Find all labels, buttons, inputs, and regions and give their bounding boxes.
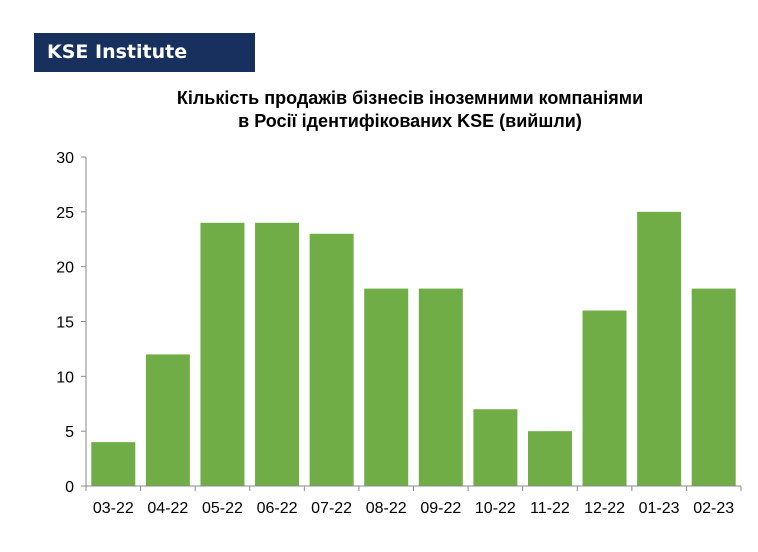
- chart-title-line-2: в Росії ідентифікованих KSE (вийшли): [238, 111, 582, 131]
- bar-01-23: [637, 211, 682, 487]
- bar-09-22: [418, 288, 463, 486]
- x-tick-label-11-22: 11-22: [530, 500, 570, 517]
- bar-07-22: [309, 233, 354, 486]
- x-tick-label-02-23: 02-23: [693, 500, 734, 517]
- bar-06-22: [255, 222, 300, 487]
- bar-11-22: [527, 431, 572, 486]
- chart-title-line-1: Кількість продажів бізнесів іноземними к…: [176, 88, 644, 108]
- bar-05-22: [200, 222, 245, 487]
- chart-title: Кількість продажів бізнесів іноземними к…: [60, 87, 758, 133]
- bar-03-22: [91, 442, 136, 486]
- y-tick-label-15: 15: [56, 315, 74, 332]
- x-tick-label-06-22: 06-22: [257, 500, 298, 517]
- x-tick-label-10-22: 10-22: [475, 500, 516, 517]
- y-tick-label-0: 0: [65, 479, 74, 496]
- x-tick-label-04-22: 04-22: [147, 500, 188, 517]
- bar-10-22: [473, 409, 518, 486]
- y-tick-label-25: 25: [56, 205, 74, 222]
- x-tick-label-09-22: 09-22: [420, 500, 461, 517]
- bar-04-22: [145, 354, 190, 486]
- x-tick-label-03-22: 03-22: [93, 500, 134, 517]
- kse-institute-logo: KSE Institute: [34, 33, 255, 72]
- bar-12-22: [582, 310, 627, 486]
- bar-02-23: [691, 288, 736, 486]
- x-tick-label-01-23: 01-23: [639, 500, 680, 517]
- x-tick-label-05-22: 05-22: [202, 500, 243, 517]
- y-tick-label-10: 10: [56, 369, 74, 386]
- x-tick-label-07-22: 07-22: [311, 500, 352, 517]
- x-tick-label-12-22: 12-22: [584, 500, 625, 517]
- y-tick-label-30: 30: [56, 150, 74, 167]
- y-tick-label-5: 5: [65, 424, 74, 441]
- x-tick-label-08-22: 08-22: [366, 500, 407, 517]
- bar-08-22: [364, 288, 409, 486]
- y-tick-label-20: 20: [56, 260, 74, 277]
